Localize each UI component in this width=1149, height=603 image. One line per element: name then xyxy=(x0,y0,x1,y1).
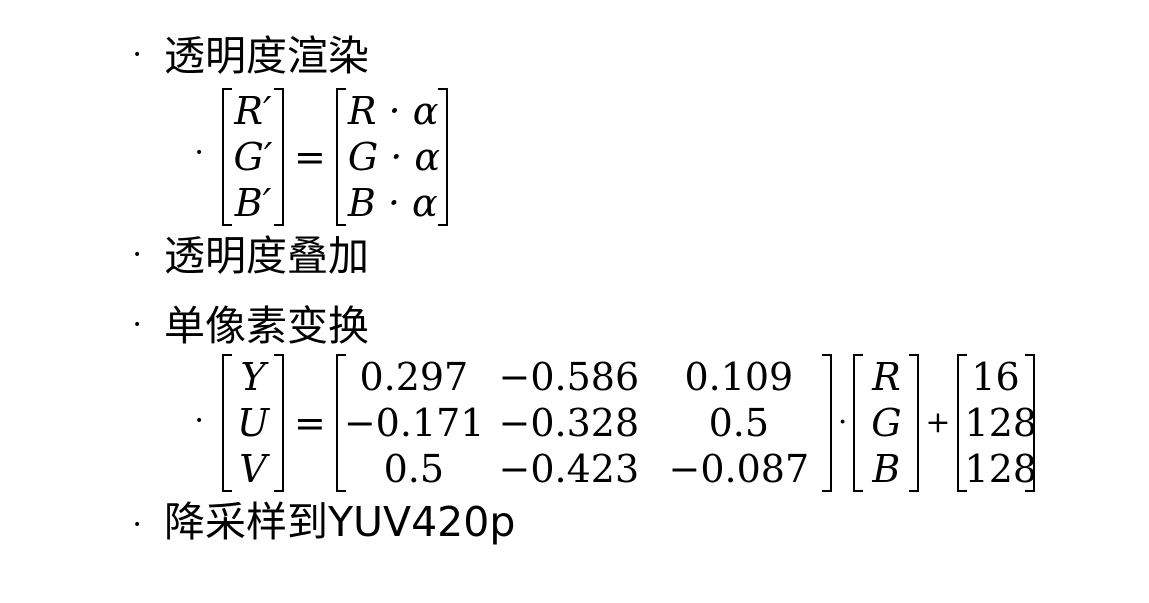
equals-sign: = xyxy=(294,135,326,179)
offset-vector: 16 128 128 xyxy=(956,354,1038,492)
bullet-dot: • xyxy=(133,47,142,63)
lhs-b: B′ xyxy=(234,181,272,225)
rhs-b: B · α xyxy=(347,181,438,225)
rhs-g: G · α xyxy=(347,135,441,179)
item-downsample: 降采样到YUV420p xyxy=(164,498,516,546)
yuv-vector: Y U V xyxy=(222,354,284,492)
bullet-dot: • xyxy=(195,413,204,429)
coef-0-1: −0.586 xyxy=(498,355,640,399)
offset-u: 128 xyxy=(964,401,1038,445)
lhs-r: R′ xyxy=(234,89,272,133)
offset-y: 16 xyxy=(971,355,1020,399)
formula-yuv-transform: Y U V = 0.297 −0.586 0.109 −0.171 −0.328… xyxy=(222,354,1038,492)
coef-1-0: −0.171 xyxy=(343,401,485,445)
coefficient-matrix: 0.297 −0.586 0.109 −0.171 −0.328 0.5 0.5… xyxy=(335,354,832,492)
coef-1-2: 0.5 xyxy=(708,401,770,445)
coef-2-2: −0.087 xyxy=(668,447,810,491)
rgb-g: G xyxy=(871,401,902,445)
var-u: U xyxy=(236,401,270,445)
dot-operator: · xyxy=(837,405,848,440)
item-alpha-blend: 透明度叠加 xyxy=(164,232,369,280)
formula-alpha-render: R′ G′ B′ = R · α G · α B · α xyxy=(222,88,448,226)
lhs-g: G′ xyxy=(233,135,273,179)
rhs-r: R · α xyxy=(347,89,439,133)
var-v: V xyxy=(239,447,267,491)
offset-v: 128 xyxy=(964,447,1038,491)
bullet-dot: • xyxy=(133,247,142,263)
rhs-vector: R · α G · α B · α xyxy=(335,88,448,226)
coef-0-0: 0.297 xyxy=(359,355,469,399)
var-y: Y xyxy=(240,355,266,399)
lhs-vector: R′ G′ B′ xyxy=(222,88,284,226)
coef-2-1: −0.423 xyxy=(498,447,640,491)
rgb-b: B xyxy=(872,447,901,491)
bullet-dot: • xyxy=(195,145,204,161)
coef-0-2: 0.109 xyxy=(684,355,794,399)
coef-2-0: 0.5 xyxy=(383,447,445,491)
item-alpha-render: 透明度渲染 xyxy=(164,32,369,80)
equals-sign: = xyxy=(294,401,326,445)
rgb-vector: R G B xyxy=(853,354,920,492)
rgb-r: R xyxy=(872,355,901,399)
bullet-dot: • xyxy=(133,517,142,533)
bullet-dot: • xyxy=(133,317,142,333)
coef-1-1: −0.328 xyxy=(498,401,640,445)
item-pixel-transform: 单像素变换 xyxy=(164,302,369,350)
plus-operator: + xyxy=(925,405,951,440)
